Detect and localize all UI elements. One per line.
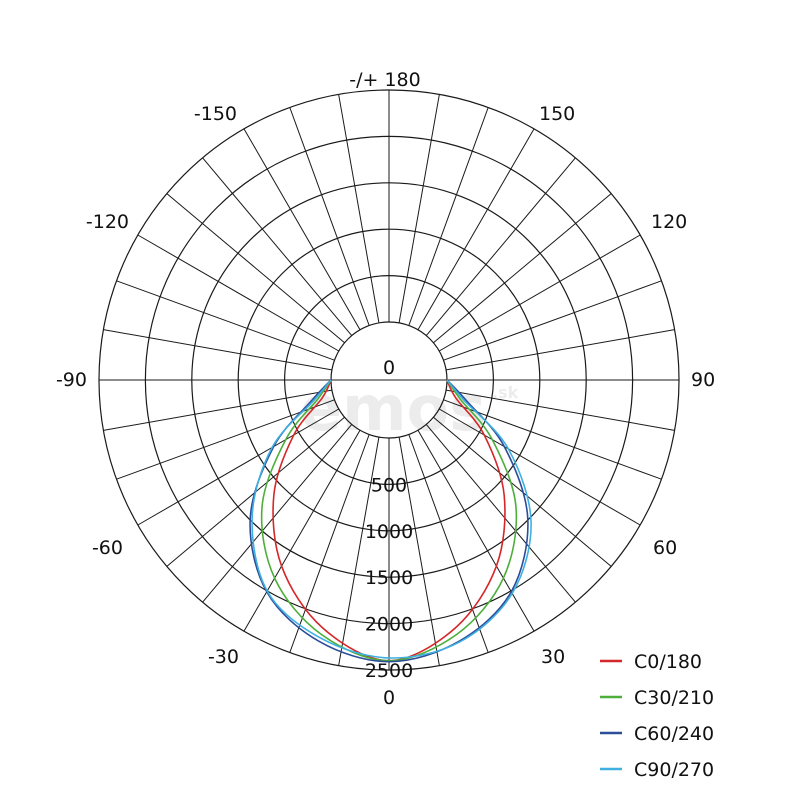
- angle-label-neg90: -90: [56, 369, 87, 391]
- spoke-120: [438, 234, 641, 352]
- spoke-210: [243, 128, 361, 331]
- legend-label-2: C60/240: [634, 723, 714, 745]
- angle-label-180: -/+ 180: [349, 69, 420, 91]
- spoke-280: [103, 389, 332, 431]
- spoke-130: [433, 193, 612, 344]
- spoke-330: [243, 429, 361, 632]
- angle-label-120: 120: [651, 211, 687, 233]
- radial-tick-label-2500: 2500: [365, 660, 413, 682]
- series-line-c90-270: [251, 379, 532, 659]
- spoke-350: [338, 437, 380, 666]
- spoke-250: [116, 280, 335, 361]
- spoke-100: [446, 329, 675, 371]
- spoke-300: [137, 408, 340, 526]
- spoke-150: [417, 128, 535, 331]
- spoke-60: [438, 408, 641, 526]
- spoke-110: [443, 280, 662, 361]
- angle-label-60: 60: [653, 537, 677, 559]
- angle-label-neg60: -60: [92, 537, 123, 559]
- legend-label-0: C0/180: [634, 651, 702, 673]
- spoke-170: [398, 94, 440, 323]
- angle-label-neg120: -120: [86, 211, 129, 233]
- angle-labels: -/+ 180 150 -150 120 -120 90 -90 60 -60 30 -30 0: [56, 69, 715, 709]
- angle-label-150: 150: [539, 103, 575, 125]
- angle-label-neg150: -150: [194, 103, 237, 125]
- angle-label-0: 0: [383, 687, 395, 709]
- watermark-text: emos: [300, 372, 486, 445]
- angle-label-30: 30: [541, 646, 565, 668]
- spoke-40: [425, 424, 576, 603]
- spoke-200: [289, 107, 370, 326]
- radial-tick-labels: 0 500 1000 1500 2000 2500: [365, 357, 413, 682]
- spoke-20: [408, 434, 489, 653]
- legend-label-1: C30/210: [634, 687, 714, 709]
- radial-tick-label-1500: 1500: [365, 567, 413, 589]
- spoke-230: [166, 193, 345, 344]
- legend-label-3: C90/270: [634, 759, 714, 781]
- radial-tick-label-500: 500: [371, 474, 407, 496]
- spoke-340: [289, 434, 370, 653]
- angle-label-neg30: -30: [208, 646, 239, 668]
- angle-label-90: 90: [691, 369, 715, 391]
- spoke-240: [137, 234, 340, 352]
- spoke-320: [202, 424, 353, 603]
- spoke-160: [408, 107, 489, 326]
- spoke-70: [443, 399, 662, 480]
- series-group: [249, 379, 532, 663]
- series-line-c60-240: [249, 379, 529, 663]
- watermark: emos .sk: [300, 372, 519, 445]
- radial-tick-label-2000: 2000: [365, 614, 413, 636]
- polar-grid: [98, 89, 680, 671]
- spoke-290: [116, 399, 335, 480]
- watermark-suffix: .sk: [492, 383, 519, 402]
- spoke-10: [398, 437, 440, 666]
- spoke-140: [425, 157, 576, 336]
- series-line-c30-210: [260, 379, 518, 662]
- radial-tick-label-0: 0: [383, 357, 395, 379]
- legend: C0/180 C30/210 C60/240 C90/270: [600, 651, 714, 781]
- spoke-30: [417, 429, 535, 632]
- spoke-260: [103, 329, 332, 371]
- spoke-190: [338, 94, 380, 323]
- radial-tick-label-1000: 1000: [365, 521, 413, 543]
- spoke-220: [202, 157, 353, 336]
- spoke-80: [446, 389, 675, 431]
